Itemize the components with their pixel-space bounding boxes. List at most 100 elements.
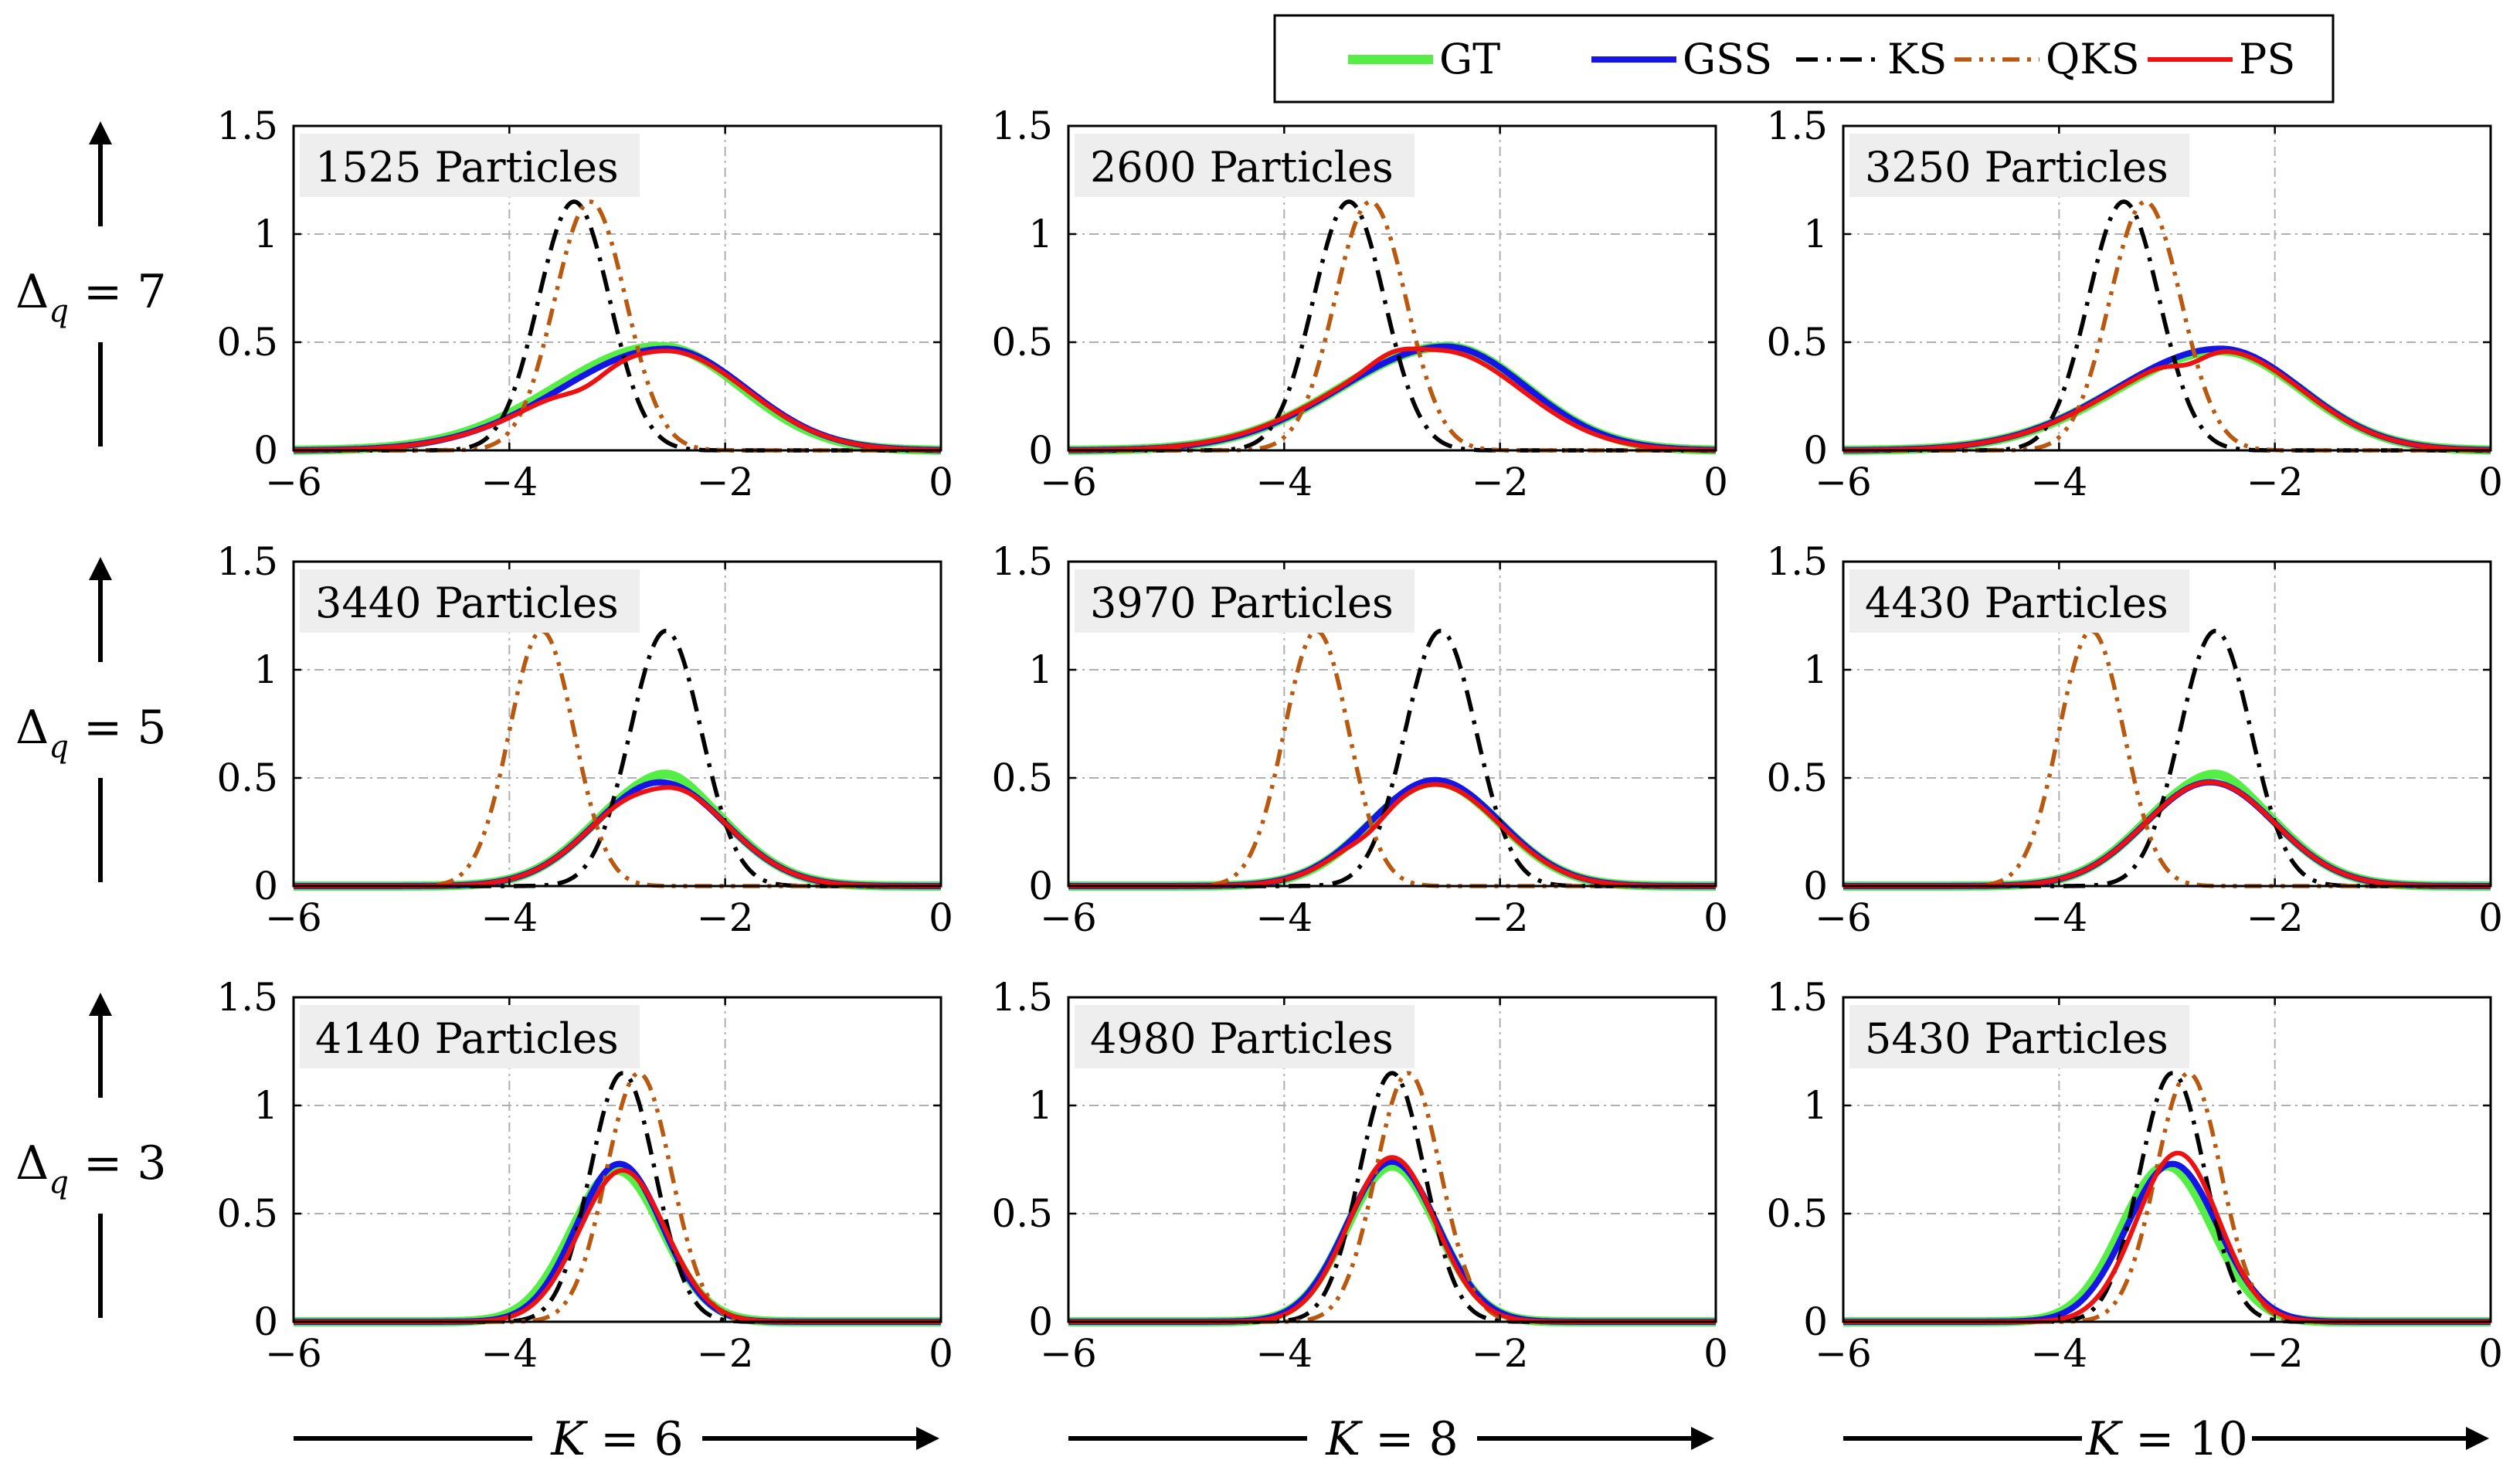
series-ps-line (293, 348, 942, 453)
legend-label-gt: GT (1439, 35, 1500, 83)
series-qks-line (294, 1071, 941, 1324)
y-tick-label: 1 (1803, 1083, 1828, 1128)
x-tick-label: −6 (265, 895, 322, 940)
x-tick-label: 0 (1703, 1331, 1728, 1376)
y-tick-label: 1.5 (1766, 975, 1828, 1020)
particles-label-box (1849, 569, 2189, 633)
series-gss-line (1067, 343, 1717, 453)
y-tick-label: 1.5 (216, 539, 278, 584)
series-ps-line (1842, 1150, 2491, 1324)
particles-label-box (300, 134, 640, 197)
x-tick-label: −2 (1472, 895, 1529, 940)
x-tick-label: 0 (1703, 895, 1728, 940)
particles-label-box (300, 1005, 640, 1068)
y-tick-label: 1 (1803, 647, 1828, 692)
series-ks-line (294, 1071, 941, 1324)
y-tick-label: 0 (1803, 864, 1828, 908)
x-tick-label: −6 (1815, 460, 1872, 504)
grid (1068, 562, 1716, 886)
y-tick-label: 1 (253, 212, 278, 256)
particles-label: 3250 Particles (1865, 143, 2168, 192)
x-tick-label: −6 (265, 1331, 322, 1376)
y-tick-label: 0.5 (1766, 756, 1828, 800)
axis-group-labels: K = 6 K = 8 K = 10 Δq = 7 Δq = 5 Δq = 3 (15, 121, 2489, 1466)
y-tick-label: 1.5 (1766, 539, 1828, 584)
panel-1-2: −6 −4 −2 0 0 0.5 1 1.5 2600 Particles (991, 104, 1727, 504)
x-tick-label: −2 (1472, 460, 1529, 504)
x-tick-label: −6 (1815, 1331, 1872, 1376)
particles-label: 5430 Particles (1865, 1014, 2168, 1063)
series-ks-line (294, 199, 941, 453)
x-tick-label: −2 (2247, 460, 2304, 504)
particles-label: 1525 Particles (315, 143, 619, 192)
panel-3-2: −6 −4 −2 0 0 0.5 1 1.5 4980 Particles (991, 975, 1727, 1376)
y-tick-label: 1 (1028, 212, 1053, 256)
axes-frame (1067, 996, 1717, 1323)
x-tick-label: −4 (1255, 1331, 1313, 1376)
x-tick-label: −4 (1255, 895, 1313, 940)
y-tick-label: 0 (1028, 428, 1053, 473)
panel-3-3: −6 −4 −2 0 0 0.5 1 1.5 5430 Particles (1766, 975, 2502, 1376)
x-tick-label: −4 (2030, 895, 2087, 940)
series-gss-line (1842, 1160, 2492, 1325)
x-tick-label: 0 (929, 895, 953, 940)
y-tick-label: 0.5 (991, 1191, 1053, 1236)
series-qks-line (1068, 1071, 1716, 1324)
panel-2-1: −6 −4 −2 0 0 0.5 1 1.5 3440 Particles (216, 539, 953, 940)
x-tick-label: 0 (2478, 1331, 2503, 1376)
y-tick-label: 1.5 (216, 104, 278, 148)
legend: GT GSS KS QKS PS (1273, 14, 2335, 104)
x-tick-label: 0 (2478, 895, 2503, 940)
y-tick-label: 1.5 (991, 104, 1053, 148)
grid (1068, 126, 1716, 450)
y-tick-label: 1 (253, 1083, 278, 1128)
axes-frame (1067, 560, 1717, 888)
series-qks-line (1843, 1071, 2491, 1324)
particles-label-box (1849, 134, 2189, 197)
x-tick-label: −4 (2030, 460, 2087, 504)
particles-label: 3970 Particles (1090, 579, 1394, 627)
axes-frame (1842, 996, 2492, 1323)
row-label: Δq = 5 (15, 701, 167, 765)
y-tick-label: 0 (1028, 1299, 1053, 1344)
axes-frame (1067, 124, 1717, 452)
axes-frame (292, 560, 942, 888)
particles-label: 4980 Particles (1090, 1014, 1394, 1063)
axes-frame (292, 124, 942, 452)
x-tick-label: −2 (697, 1331, 754, 1376)
x-tick-label: −4 (481, 895, 538, 940)
particles-label-box (1075, 1005, 1415, 1068)
column-label: K = 6 (550, 1412, 683, 1466)
particles-label: 4430 Particles (1865, 579, 2168, 627)
x-tick-label: −2 (2247, 895, 2304, 940)
x-tick-label: −2 (697, 460, 754, 504)
y-tick-label: 0.5 (216, 1191, 278, 1236)
particles-label-box (1075, 569, 1415, 633)
panel-grid: −6 −4 −2 0 0 0.5 1 1.5 1525 Particles −6 −4 −2 0 0 0.5… (216, 104, 2502, 1376)
y-tick-label: 0 (253, 1299, 278, 1344)
legend-label-ks: KS (1887, 35, 1947, 83)
particles-label: 2600 Particles (1090, 143, 1394, 192)
axes-frame (1842, 560, 2492, 888)
series-ps-line (1068, 346, 1717, 453)
x-tick-label: −2 (1472, 1331, 1529, 1376)
x-tick-label: 0 (2478, 460, 2503, 504)
row-label: Δq = 3 (15, 1136, 167, 1200)
series-ks-line (1068, 1071, 1716, 1324)
series-gt-line (1065, 1161, 1719, 1326)
x-tick-label: −2 (2247, 1331, 2304, 1376)
particles-label-box (300, 569, 640, 633)
x-tick-label: −4 (481, 1331, 538, 1376)
y-tick-label: 1.5 (1766, 104, 1828, 148)
y-tick-label: 0 (1803, 1299, 1828, 1344)
row-label: Δq = 7 (15, 265, 167, 329)
y-tick-label: 0 (253, 428, 278, 473)
legend-label-qks: QKS (2046, 35, 2140, 83)
panel-2-2: −6 −4 −2 0 0 0.5 1 1.5 3970 Particles (991, 539, 1727, 940)
x-tick-label: −6 (265, 460, 322, 504)
y-tick-label: 0.5 (1766, 1191, 1828, 1236)
particles-label-box (1075, 134, 1415, 197)
series-gt-line (1840, 1161, 2494, 1326)
x-tick-label: −4 (481, 460, 538, 504)
grid (1843, 997, 2491, 1322)
